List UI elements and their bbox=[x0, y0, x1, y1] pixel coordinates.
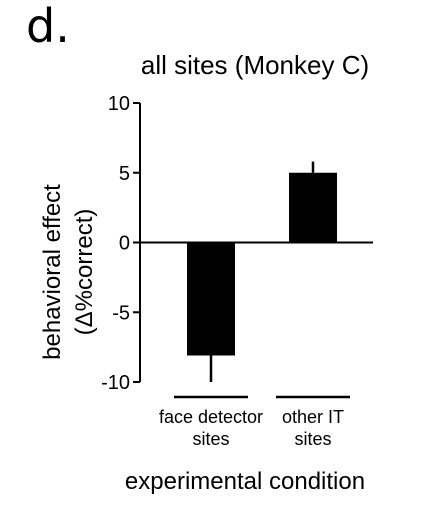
bar-0 bbox=[187, 242, 235, 356]
x-axis-label: experimental condition bbox=[125, 468, 365, 495]
category-label-0-line1: face detector bbox=[159, 407, 263, 427]
category-label-1-line2: sites bbox=[294, 429, 331, 449]
y-axis-label: behavioral effect (Δ%correct) bbox=[39, 184, 98, 360]
y-tick-label-1: 5 bbox=[119, 163, 130, 185]
y-tick-label-2: 0 bbox=[119, 233, 130, 255]
y-axis-label-line1: behavioral effect bbox=[39, 184, 66, 360]
panel-label: d. bbox=[26, 0, 70, 53]
bar-1 bbox=[289, 172, 337, 243]
y-tick-label-3: -5 bbox=[112, 302, 130, 324]
y-tick-label-0: 10 bbox=[108, 93, 130, 115]
y-axis-label-line2: (Δ%correct) bbox=[71, 209, 98, 336]
chart-title: all sites (Monkey C) bbox=[141, 50, 369, 80]
category-label-1-line1: other IT bbox=[282, 407, 344, 427]
y-tick-label-4: -10 bbox=[101, 372, 130, 394]
category-label-0-line2: sites bbox=[192, 429, 229, 449]
